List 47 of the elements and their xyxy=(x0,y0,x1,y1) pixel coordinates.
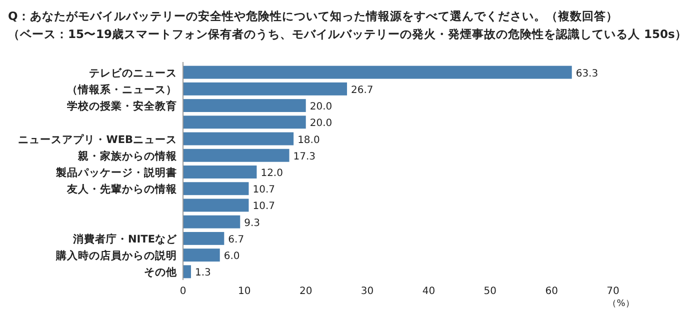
y-tick-label: テレビのニュース xyxy=(89,66,177,80)
x-tick-label: 30 xyxy=(360,286,374,297)
y-tick-label: 親・家族からの情報 xyxy=(77,149,178,162)
data-label: 6.7 xyxy=(228,234,244,246)
y-tick-label: 友人・先輩からの情報 xyxy=(66,182,178,196)
data-label: 10.7 xyxy=(252,184,275,196)
y-tick-label: （情報系・ニュース） xyxy=(67,82,177,96)
x-axis-title: （%） xyxy=(608,299,634,309)
bar xyxy=(183,166,257,178)
data-label: 17.3 xyxy=(293,151,316,162)
x-tick-label: 60 xyxy=(545,286,558,297)
bar xyxy=(183,148,290,162)
bar xyxy=(183,232,224,245)
data-label: 10.7 xyxy=(252,201,275,212)
data-label: 12.0 xyxy=(260,168,283,179)
data-label: 26.7 xyxy=(351,84,374,96)
bar xyxy=(183,265,191,278)
x-tick-label: 40 xyxy=(422,286,436,297)
bar xyxy=(183,198,249,212)
data-label: 6.0 xyxy=(224,251,240,262)
x-tick-label: 10 xyxy=(238,286,251,297)
y-tick-label: 製品パッケージ・説明書 xyxy=(55,166,177,179)
bar xyxy=(183,82,348,96)
data-label: 63.3 xyxy=(576,68,598,80)
y-tick-label: ニュースアプリ・WEBニュース xyxy=(18,132,177,146)
x-tick-label: 20 xyxy=(299,286,312,297)
x-tick-label: 50 xyxy=(484,286,497,297)
bar xyxy=(183,66,572,79)
y-tick-label: その他 xyxy=(144,266,178,279)
bar xyxy=(183,248,220,262)
data-label: 18.0 xyxy=(298,134,320,146)
bar xyxy=(183,182,249,196)
y-tick-label: 消費者庁・NITEなど xyxy=(72,232,178,246)
data-label: 9.3 xyxy=(244,218,260,229)
y-tick-label: 学校の授業・安全教育 xyxy=(67,100,177,113)
data-label: 20.0 xyxy=(310,118,332,130)
chart-subtitle: （ベース：15〜19歳スマートフォン保有者のうち、モバイルバッテリーの発火・発煙事故の危険性を認識している人 150s） xyxy=(8,27,684,41)
y-tick-label: 購入時の店員からの説明 xyxy=(55,249,177,262)
data-label: 1.3 xyxy=(194,268,211,279)
chart-title: Q：あなたがモバイルバッテリーの安全性や危険性について知った情報源をすべて選んでください。（複数回答） xyxy=(8,9,618,23)
bar xyxy=(183,215,240,228)
x-tick-label: 0 xyxy=(180,286,186,297)
data-label: 20.0 xyxy=(310,102,332,113)
bar xyxy=(183,99,306,112)
x-tick-label: 70 xyxy=(606,286,620,297)
bar xyxy=(183,132,294,146)
bar xyxy=(183,116,306,129)
